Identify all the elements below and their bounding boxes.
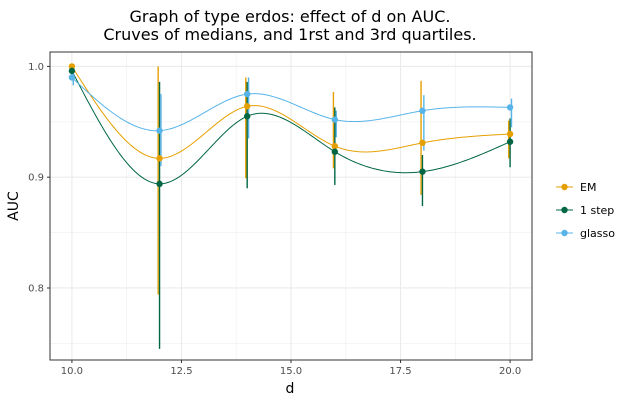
y-tick-label: 0.8	[28, 283, 44, 294]
legend-label-1-step: 1 step	[580, 204, 614, 217]
median-point-1-step	[156, 180, 163, 188]
median-point-em	[243, 103, 251, 110]
chart-title-line-1: Graph of type erdos: effect of d on AUC.	[130, 7, 451, 26]
median-point-1-step	[243, 113, 251, 120]
median-point-1-step	[331, 148, 339, 155]
legend-key-point-1-step	[561, 206, 568, 214]
chart-title-line-2: Cruves of medians, and 1rst and 3rd quar…	[103, 25, 476, 44]
x-tick-label: 15.0	[280, 366, 302, 377]
x-tick-label: 17.5	[389, 366, 411, 377]
axes	[47, 51, 533, 363]
x-tick-label: 20.0	[499, 366, 521, 377]
median-point-glasso	[156, 127, 163, 134]
x-axis-label: d	[286, 381, 295, 397]
legend: EM 1 step glasso	[556, 181, 615, 240]
median-point-em	[68, 63, 76, 70]
median-point-glasso	[331, 116, 339, 123]
median-point-1-step	[68, 67, 76, 75]
x-tick-label: 10.0	[61, 366, 83, 377]
median-point-glasso	[243, 90, 251, 98]
median-point-glasso	[68, 74, 76, 81]
median-point-em	[331, 142, 339, 150]
median-point-glasso	[506, 104, 514, 111]
y-tick-label: 1.0	[28, 62, 44, 73]
x-tick-label: 12.5	[170, 366, 192, 377]
median-point-glasso	[419, 107, 426, 114]
median-point-em	[156, 155, 163, 162]
median-point-em	[419, 139, 426, 147]
smooth-line-glasso	[71, 77, 511, 132]
smooth-line-em	[71, 66, 511, 159]
legend-label-glasso: glasso	[580, 227, 615, 240]
y-tick-label: 0.9	[28, 173, 44, 184]
median-point-em	[506, 130, 514, 138]
median-point-1-step	[419, 168, 426, 175]
legend-label-em: EM	[580, 181, 596, 194]
tick-labels: 10.0 12.5 15.0 17.5 20.0 0.8 0.9 1.0	[28, 62, 521, 377]
legend-key-point-glasso	[561, 229, 568, 237]
median-points	[68, 63, 514, 188]
y-axis-label: AUC	[6, 191, 22, 221]
smooth-line-1-step	[71, 70, 511, 185]
gridlines	[50, 52, 532, 360]
smoothed-series-lines	[71, 66, 511, 185]
median-point-1-step	[506, 138, 514, 145]
legend-key-point-em	[561, 183, 568, 191]
